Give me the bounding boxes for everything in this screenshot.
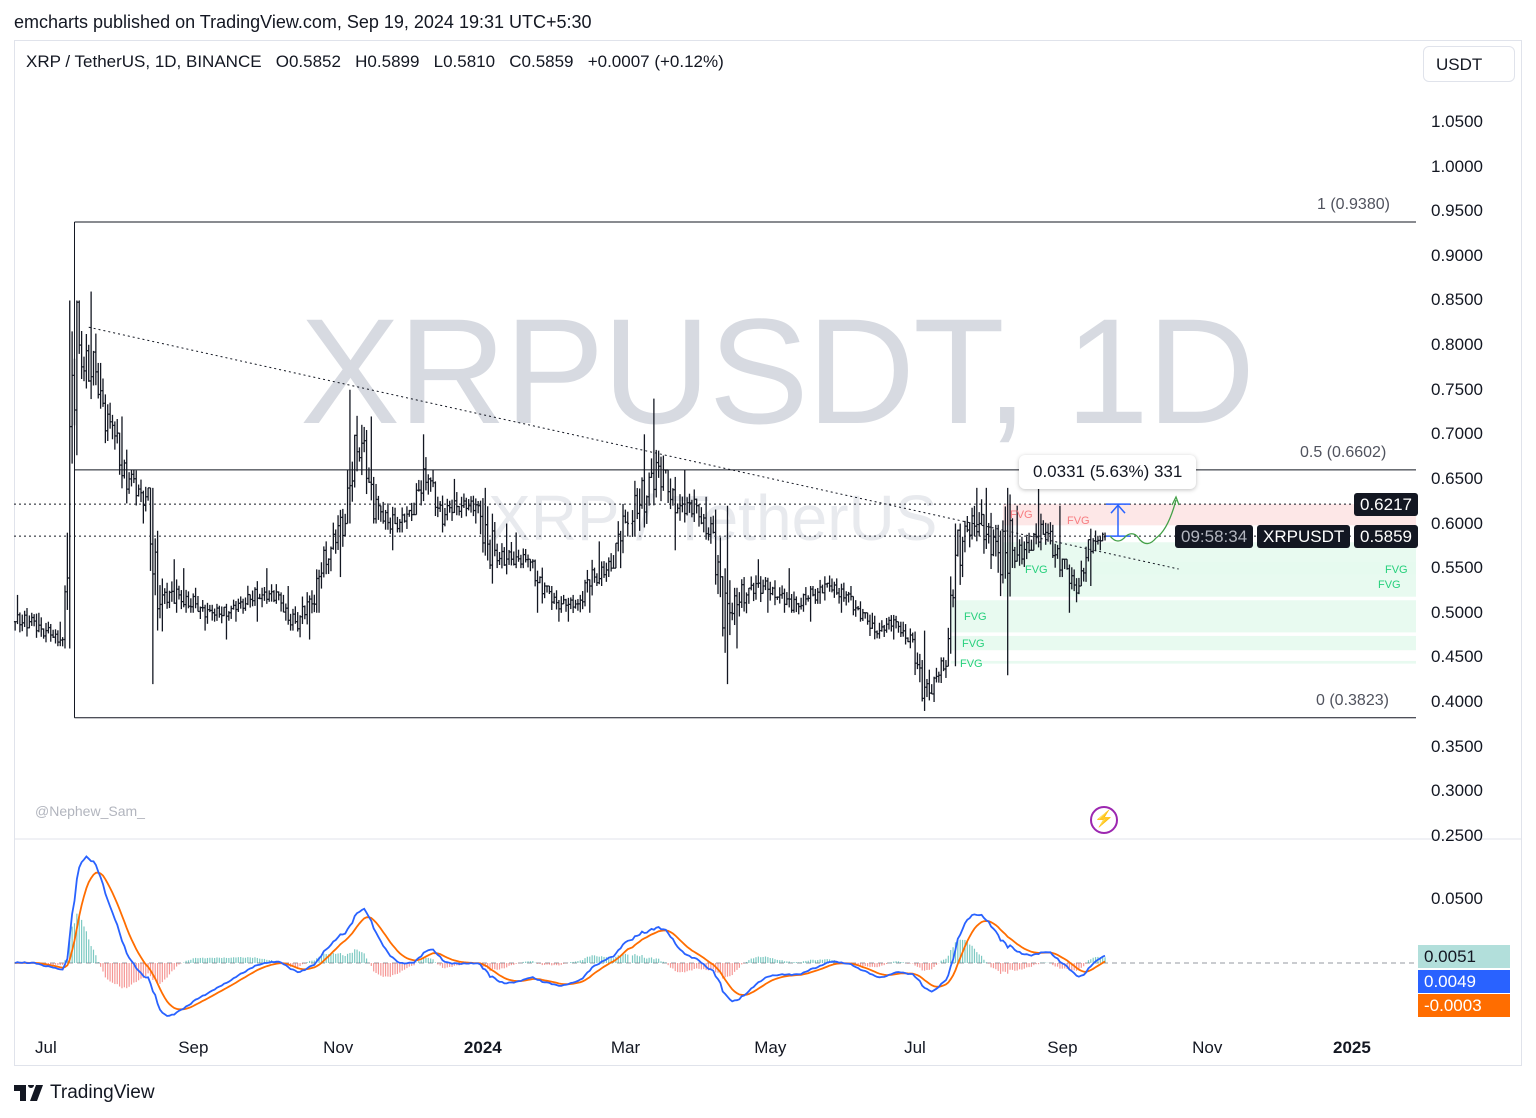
macd-y-tick-label: 0.0500 (1431, 889, 1483, 908)
macd-line-value: 0.0049 (1418, 970, 1510, 993)
tradingview-logo[interactable]: TradingView (14, 1082, 155, 1104)
lightning-icon[interactable]: ⚡ (1090, 806, 1118, 834)
macd-line (14, 855, 1106, 1017)
y-tick-label: 0.5000 (1431, 602, 1483, 622)
x-tick-label: Nov (323, 1038, 354, 1057)
publisher-line: emcharts published on TradingView.com, S… (14, 12, 592, 32)
x-tick-label: 2024 (463, 1038, 502, 1057)
fvg-label: FVG (1010, 509, 1033, 521)
projected-arrow-icon (1171, 495, 1180, 506)
last-price: 0.5859 (1354, 525, 1418, 548)
fvg-label: FVG (1385, 564, 1408, 576)
fvg-zone-bear (1002, 504, 1416, 526)
chart-frame (14, 40, 1522, 1066)
level-price-label: 0.6217 (1354, 493, 1418, 516)
y-tick-label: 0.6000 (1431, 513, 1483, 533)
y-tick-label: 0.3000 (1431, 781, 1483, 801)
bar-countdown: 09:58:34 (1175, 525, 1254, 548)
legend-symbol[interactable]: XRP / TetherUS, 1D, BINANCE (26, 52, 262, 71)
y-tick-label: 0.9500 (1431, 201, 1483, 221)
author-tag: @Nephew_Sam_ (35, 803, 145, 819)
macd-signal-line (15, 871, 1106, 1011)
measure-arrow-icon (1110, 504, 1126, 514)
fvg-label: FVG (1378, 579, 1401, 591)
y-tick-label: 1.0000 (1431, 156, 1483, 176)
x-tick-label: Mar (610, 1038, 641, 1057)
y-tick-label: 0.2500 (1431, 825, 1483, 845)
y-tick-label: 0.4500 (1431, 647, 1483, 667)
macd-hist-value: 0.0051 (1418, 945, 1510, 968)
trendline (88, 326, 1179, 570)
y-tick-label: 0.9000 (1431, 245, 1483, 265)
currency-button[interactable]: USDT (1423, 46, 1515, 82)
x-tick-label: Sep (178, 1038, 209, 1057)
y-tick-label: 0.4000 (1431, 691, 1483, 711)
symbol-legend: XRP / TetherUS, 1D, BINANCE O0.5852 H0.5… (26, 52, 724, 72)
watermark-symbol: XRPUSDT, 1D (300, 287, 1255, 455)
legend-open: O0.5852 (275, 52, 341, 71)
x-tick-label: Jul (35, 1038, 57, 1057)
fvg-zone-bull (1083, 561, 1416, 575)
x-tick-label: 2025 (1333, 1038, 1371, 1057)
tradingview-logo-icon (14, 1085, 43, 1101)
fib-label-1: 1 (0.9380) (1317, 196, 1390, 213)
y-tick-label: 0.5500 (1431, 558, 1483, 578)
y-tick-label: 0.8000 (1431, 335, 1483, 355)
x-tick-label: Jul (904, 1038, 926, 1057)
brand-name: TradingView (50, 1082, 155, 1103)
macd-signal-value: -0.0003 (1418, 994, 1510, 1017)
fvg-zone-bull (950, 635, 1416, 651)
fib-label-0: 0 (0.3823) (1316, 692, 1389, 709)
fvg-zone-bull (950, 660, 1416, 664)
fvg-label: FVG (960, 658, 983, 670)
fvg-label: FVG (1025, 564, 1048, 576)
x-tick-label: May (754, 1038, 787, 1057)
fvg-zone-bull (950, 600, 1416, 633)
legend-close: C0.5859 (509, 52, 574, 71)
projected-path (1109, 499, 1177, 545)
legend-change: +0.0007 (+0.12%) (587, 52, 724, 71)
y-tick-label: 0.7000 (1431, 424, 1483, 444)
legend-low: L0.5810 (433, 52, 496, 71)
fvg-label: FVG (964, 611, 987, 623)
y-tick-label: 0.7500 (1431, 379, 1483, 399)
y-tick-label: 1.0500 (1431, 112, 1483, 131)
y-tick-label: 0.8500 (1431, 290, 1483, 310)
fib-label-05: 0.5 (0.6602) (1300, 444, 1387, 461)
fvg-label: FVG (1067, 515, 1090, 527)
legend-high: H0.5899 (355, 52, 420, 71)
x-tick-label: Sep (1047, 1038, 1078, 1057)
x-tick-label: Nov (1192, 1038, 1223, 1057)
y-tick-label: 0.6500 (1431, 468, 1483, 488)
y-tick-label: 0.3500 (1431, 736, 1483, 756)
fvg-label: FVG (962, 638, 985, 650)
symbol-price-label: XRPUSDT (1257, 525, 1351, 548)
measure-tooltip: 0.0331 (5.63%) 331 (1019, 455, 1197, 489)
